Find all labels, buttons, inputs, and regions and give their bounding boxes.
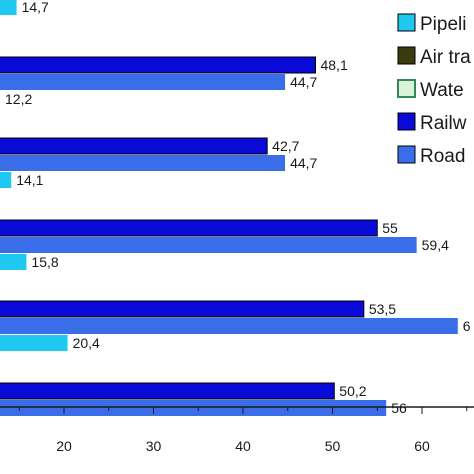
legend-swatch: [397, 13, 416, 32]
bar-railway-3: [0, 137, 268, 155]
bar-road-2: [0, 74, 286, 90]
bar-railway-4: [0, 219, 378, 237]
data-labels-layer: 14,748,144,712,242,744,714,15559,415,853…: [5, 0, 471, 416]
data-label-pipeline-5: 20,4: [73, 335, 100, 351]
data-label-railway-4: 55: [382, 220, 398, 236]
data-label-railway-6: 50,2: [339, 383, 366, 399]
data-label-road-3: 44,7: [290, 155, 317, 171]
bar-road-4: [0, 237, 417, 253]
legend-swatch: [397, 79, 416, 98]
legend-entry-label: Road: [420, 146, 465, 167]
data-label-pipeline-3: 14,1: [16, 172, 43, 188]
legend-swatch: [397, 145, 416, 164]
legend-swatch: [397, 112, 416, 131]
bar-railway-5: [0, 300, 365, 318]
x-tick-label: 50: [325, 438, 341, 454]
data-label-railway-3: 42,7: [272, 138, 299, 154]
data-label-railway-5: 53,5: [369, 301, 396, 317]
x-tick-label: 60: [414, 438, 430, 454]
x-tick-label: 30: [146, 438, 162, 454]
bar-road-3: [0, 155, 286, 171]
data-label-pipeline-1: 14,7: [22, 0, 49, 15]
data-label-road-4: 59,4: [422, 237, 449, 253]
data-label-road-5: 6: [463, 318, 471, 334]
legend-entry-label: Pipeli: [420, 14, 466, 35]
bars-layer: [0, 0, 458, 416]
x-tick-label: 40: [235, 438, 251, 454]
bar-pipeline-4: [0, 254, 27, 270]
data-label-railway-2: 48,1: [320, 57, 347, 73]
data-label-pipeline-2: 12,2: [5, 91, 32, 107]
bar-pipeline-1: [0, 0, 17, 15]
x-axis: 20 30 40 50 60: [0, 406, 474, 454]
data-label-pipeline-4: 15,8: [31, 254, 58, 270]
legend-swatch: [397, 46, 416, 65]
bar-road-6: [0, 400, 387, 416]
bar-road-5: [0, 318, 458, 334]
data-label-road-6: 56: [391, 400, 407, 416]
bar-pipeline-5: [0, 335, 68, 351]
bar-railway-6: [0, 382, 335, 400]
bar-railway-2: [0, 56, 316, 74]
data-label-road-2: 44,7: [290, 74, 317, 90]
legend-entry-label: Railw: [420, 113, 467, 134]
legend-entry-label: Air tra: [420, 47, 471, 68]
x-tick-label: 20: [56, 438, 72, 454]
legend-entry-label: Wate: [420, 80, 464, 101]
legend: Pipeli Air tra Wate Railw Road: [397, 13, 471, 167]
bar-pipeline-3: [0, 172, 12, 188]
